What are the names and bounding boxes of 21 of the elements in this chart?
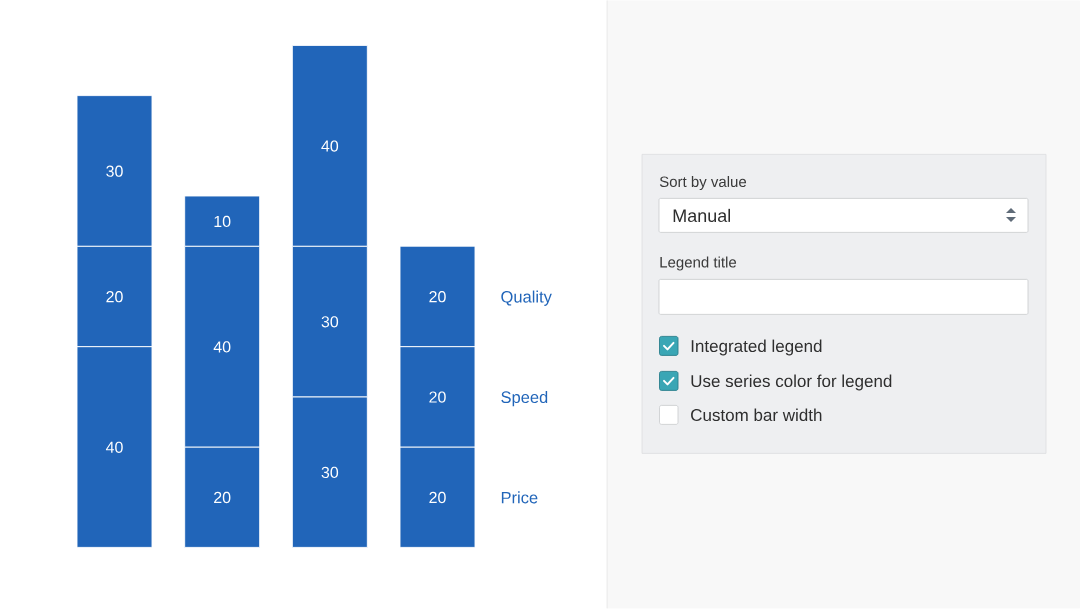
series-label: Speed bbox=[501, 391, 548, 407]
data-label: 20 bbox=[429, 291, 446, 303]
data-label: 20 bbox=[214, 491, 231, 504]
text: Manual bbox=[673, 208, 731, 223]
text: Use series color for legend bbox=[691, 374, 892, 391]
series-label: Quality bbox=[501, 290, 552, 307]
data-label: 20 bbox=[429, 391, 446, 403]
series-label: Price bbox=[501, 491, 538, 504]
data-label: 40 bbox=[213, 341, 231, 353]
data-label: 30 bbox=[321, 466, 339, 479]
data-label: 40 bbox=[321, 140, 339, 152]
text: Legend title bbox=[660, 256, 737, 271]
text: Integrated legend bbox=[691, 339, 822, 356]
data-label: 40 bbox=[105, 441, 123, 454]
data-label: 30 bbox=[106, 165, 123, 177]
text: Custom bar width bbox=[691, 408, 822, 422]
data-label: 20 bbox=[106, 291, 123, 303]
data-label: 30 bbox=[321, 316, 339, 328]
data-label: 10 bbox=[214, 215, 231, 228]
data-label: 20 bbox=[429, 491, 446, 504]
text: Sort by value bbox=[659, 176, 747, 191]
